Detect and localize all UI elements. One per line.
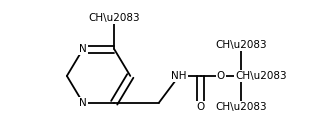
Text: O: O: [197, 102, 205, 112]
Text: O: O: [217, 71, 225, 81]
Text: CH\u2083: CH\u2083: [215, 102, 267, 112]
Text: N: N: [79, 44, 87, 54]
Text: CH\u2083: CH\u2083: [235, 71, 287, 81]
Text: CH\u2083: CH\u2083: [88, 13, 140, 23]
Text: N: N: [79, 98, 87, 108]
Text: NH: NH: [171, 71, 187, 81]
Text: CH\u2083: CH\u2083: [215, 40, 267, 50]
